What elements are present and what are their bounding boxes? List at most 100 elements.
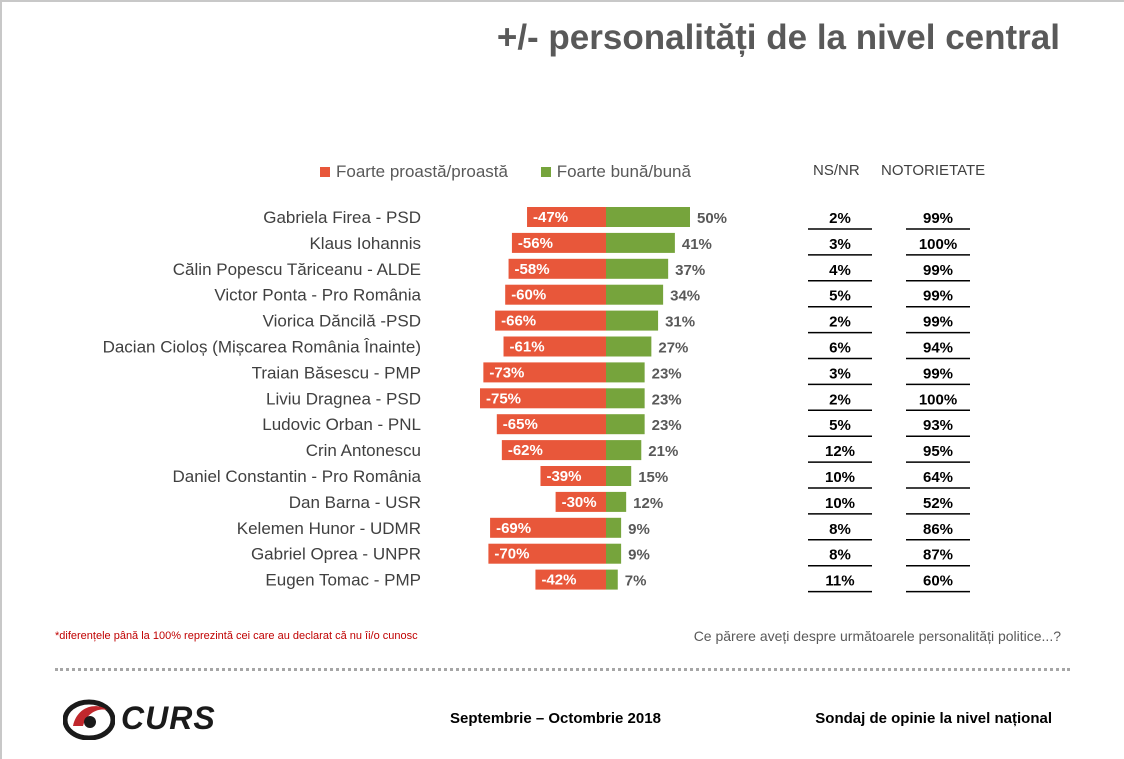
bar-positive-label: 23% (652, 391, 682, 408)
bar-negative-label: -66% (501, 313, 536, 330)
bar-positive-label: 37% (675, 262, 705, 279)
notorietate-value: 94% (923, 340, 953, 357)
notorietate-value: 100% (919, 236, 957, 253)
notorietate-value: 64% (923, 469, 953, 486)
bar-negative (495, 310, 606, 331)
bar-positive (606, 232, 675, 253)
bar-positive (606, 258, 669, 279)
bar-negative (555, 491, 606, 512)
bar-negative-label: -42% (541, 572, 576, 589)
nsnr-value: 2% (829, 314, 851, 331)
nsnr-value: 3% (829, 236, 851, 253)
slide-title: +/- personalități de la nivel central (496, 18, 1060, 57)
curs-logo-icon (63, 699, 115, 740)
legend-item-negative: Foarte proastă/proastă (320, 162, 508, 182)
bar-negative (480, 388, 606, 409)
bar-positive (606, 207, 690, 227)
bar-positive (606, 466, 632, 486)
bar-negative-label: -62% (508, 442, 543, 459)
notorietate-value: 99% (923, 365, 953, 382)
bar-positive-label: 50% (697, 210, 727, 227)
chart-legend: Foarte proastă/proastă Foarte bună/bună (320, 162, 719, 182)
bar-positive (606, 336, 652, 357)
category-label: Gabriela Firea - PSD (263, 208, 421, 227)
bar-positive (606, 414, 645, 435)
legend-label-positive: Foarte bună/bună (556, 162, 691, 181)
bar-positive-label: 23% (652, 417, 682, 434)
bar-positive (606, 491, 627, 512)
bar-negative (496, 414, 606, 435)
category-label: Gabriel Oprea - UNPR (251, 545, 421, 564)
bar-negative-label: -61% (510, 339, 545, 356)
bar-negative-label: -73% (489, 364, 524, 381)
bar-negative (483, 362, 606, 383)
notorietate-value: 99% (923, 262, 953, 279)
bar-negative-label: -69% (496, 520, 531, 537)
bar-negative-label: -47% (533, 209, 568, 226)
bar-negative (501, 440, 606, 461)
bar-negative-label: -58% (515, 261, 550, 278)
category-label: Dan Barna - USR (289, 493, 421, 512)
column-header-nsnr: NS/NR (813, 162, 860, 179)
bar-negative-label: -39% (546, 468, 581, 485)
bar-positive-label: 21% (648, 443, 678, 460)
bar-negative-label: -30% (562, 494, 597, 511)
bar-positive-label: 9% (628, 521, 650, 538)
notorietate-value: 99% (923, 210, 953, 227)
bar-positive (606, 310, 659, 331)
category-label: Dacian Cioloș (Mișcarea România Înainte) (103, 338, 421, 357)
notorietate-value: 95% (923, 443, 953, 460)
curs-logo: CURS (63, 696, 216, 740)
diverging-bar-chart: Gabriela Firea - PSD -47% 50% 2% 99% Klaus Io… (103, 207, 970, 593)
bar-negative (535, 569, 606, 590)
bar-positive-label: 15% (638, 469, 668, 486)
footer-divider (55, 668, 1070, 671)
notorietate-value: 87% (923, 547, 953, 564)
bar-positive (606, 362, 645, 383)
nsnr-value: 2% (829, 210, 851, 227)
bar-positive-label: 41% (682, 236, 712, 253)
column-header-notorietate: NOTORIETATE (881, 162, 986, 179)
notorietate-value: 100% (919, 391, 957, 408)
footnote: *diferențele până la 100% reprezintă cei… (55, 630, 418, 642)
slide-top-border (0, 0, 1124, 2)
nsnr-value: 5% (829, 417, 851, 434)
slide-left-border (0, 0, 2, 759)
bar-negative (490, 517, 606, 538)
bar-positive-label: 12% (633, 495, 663, 512)
legend-label-negative: Foarte proastă/proastă (336, 162, 508, 181)
legend-item-positive: Foarte bună/bună (540, 162, 691, 182)
notorietate-value: 99% (923, 288, 953, 305)
bar-negative (505, 284, 606, 305)
notorietate-value: 86% (923, 521, 953, 538)
category-label: Viorica Dăncilă -PSD (263, 312, 421, 331)
notorietate-value: 60% (923, 573, 953, 590)
bar-positive (606, 388, 645, 409)
bar-positive-label: 9% (628, 547, 650, 564)
bar-positive (606, 284, 664, 305)
legend-swatch-negative (320, 167, 330, 177)
notorietate-value: 93% (923, 417, 953, 434)
notorietate-value: 99% (923, 314, 953, 331)
nsnr-value: 8% (829, 521, 851, 538)
nsnr-value: 8% (829, 547, 851, 564)
bar-negative-label: -56% (518, 235, 553, 252)
bar-negative (527, 207, 606, 227)
survey-period: Septembrie – Octombrie 2018 (450, 710, 661, 727)
nsnr-value: 10% (825, 495, 855, 512)
bar-positive (606, 440, 642, 461)
bar-positive (606, 569, 618, 590)
category-label: Ludovic Orban - PNL (262, 415, 421, 434)
bar-positive-label: 23% (652, 365, 682, 382)
legend-swatch-positive (540, 167, 551, 177)
category-label: Kelemen Hunor - UDMR (237, 519, 421, 538)
bar-negative (503, 336, 606, 357)
category-label: Crin Antonescu (306, 441, 421, 460)
bar-negative (511, 232, 606, 253)
curs-logo-text: CURS (121, 699, 216, 736)
bar-positive-label: 27% (658, 340, 688, 357)
bar-negative-label: -70% (494, 546, 529, 563)
nsnr-value: 6% (829, 340, 851, 357)
bar-negative-label: -65% (503, 416, 538, 433)
bar-positive (606, 543, 622, 564)
